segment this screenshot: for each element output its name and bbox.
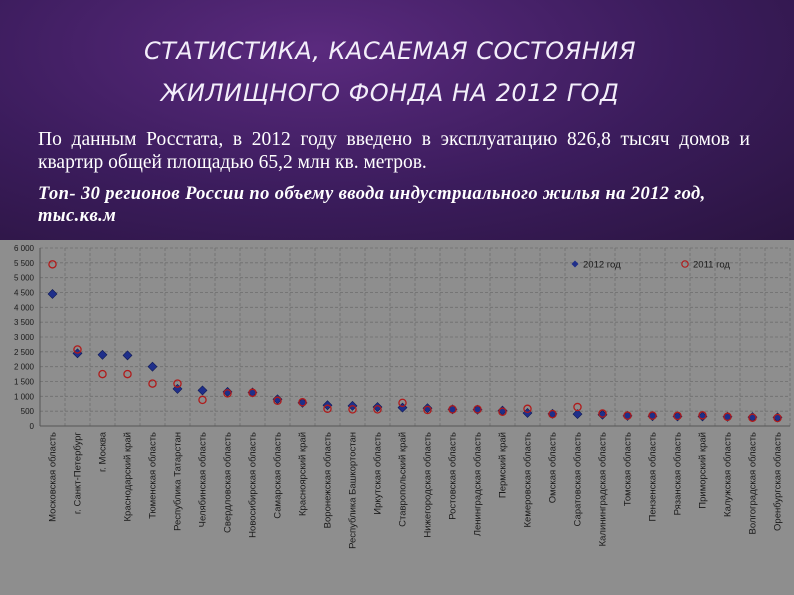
point-2011 [773,413,782,423]
category-label: Челябинская область [198,432,209,527]
category-label: Воронежская область [323,432,334,528]
point-2011 [323,404,332,414]
point-2011 [248,388,257,398]
category-label: Республика Башкортостан [348,432,359,549]
title-line-2: ЖИЛИЩНОГО ФОНДА НА 2012 ГОД [160,79,620,107]
category-label: Томская область [623,432,634,506]
category-label: Нижегородская область [423,432,434,538]
category-label: Самарская область [273,432,284,519]
category-label: Пензенская область [648,432,659,522]
point-2011 [523,404,532,414]
category-label: Калужская область [723,432,734,517]
point-2011 [173,379,182,388]
chart-subtitle: Топ- 30 регионов России по объему ввода … [38,184,706,226]
category-label: г. Москва [98,431,109,472]
category-label: Красноярский край [298,432,309,516]
point-2011 [298,398,307,407]
legend-marker-2011 [681,260,689,268]
y-tick-label: 5 500 [14,259,35,268]
y-tick-label: 5 000 [14,274,35,283]
category-label: Тюменская область [148,432,159,519]
point-2011 [223,389,232,398]
point-2012 [422,403,433,414]
point-2011 [448,405,457,414]
category-label: Иркутская область [373,432,384,515]
point-2011 [673,411,682,421]
category-label: Ленинградская область [473,432,484,536]
point-2011 [273,396,282,406]
point-2011 [623,411,632,420]
y-tick-label: 500 [21,407,35,416]
point-2011 [373,405,382,414]
scatter-chart: 0 500 1 000 1 500 2 000 2 500 3 000 3 500 4 000 4… [14,244,791,549]
y-tick-label: 4 500 [14,289,35,298]
category-label: Новосибирская область [248,432,259,538]
point-2011 [198,395,207,405]
point-2011 [548,409,557,419]
category-label: Пермский край [498,432,509,498]
y-tick-label: 2 000 [14,363,35,372]
category-label: Калининградская область [598,432,609,546]
legend-marker-2012 [571,260,579,268]
point-2011 [73,345,82,354]
intro-paragraph: По данным Росстата, в 2012 году введено … [38,129,750,173]
point-2011 [598,409,607,418]
category-label: Ставропольский край [398,432,409,527]
point-2011 [348,405,357,414]
category-label: Оренбургская область [773,432,784,531]
slide-title: СТАТИСТИКА, КАСАЕМАЯ СОСТОЯНИЯ ЖИЛИЩНОГО… [60,30,720,114]
point-2012 [197,385,208,396]
y-tick-label: 2 500 [14,348,35,357]
category-label: Приморский край [698,432,709,509]
point-2012 [372,402,383,412]
legend-label-2012: 2012 год [583,260,621,271]
chart-area: 0 500 1 000 1 500 2 000 2 500 3 000 3 500 4 000 4… [0,240,794,595]
point-2011 [398,398,407,408]
point-2012 [147,361,158,372]
title-line-1: СТАТИСТИКА, КАСАЕМАЯ СОСТОЯНИЯ [143,37,637,65]
category-label: Кемеровская область [523,432,534,528]
point-2011 [723,412,732,422]
point-2011 [648,411,657,420]
category-label: Омская область [548,432,559,503]
y-tick-label: 6 000 [14,244,35,253]
point-2012 [97,349,108,360]
y-tick-label: 1 000 [14,392,35,401]
y-tick-label: 4 000 [14,303,35,312]
category-label: Саратовская область [573,432,584,526]
point-2011 [98,369,107,379]
point-2011 [698,411,707,420]
point-2011 [748,413,757,422]
point-2012 [122,350,133,361]
point-2012 [47,289,58,299]
category-label: Ростовская область [448,432,459,520]
slide-header-background [0,0,794,240]
category-label: Республика Татарстан [173,432,184,531]
point-2011 [423,405,432,415]
category-label: Волгоградская область [748,432,759,534]
point-2011 [573,402,582,412]
y-tick-label: 3 000 [14,333,35,342]
category-label: Свердловская область [223,432,234,533]
category-label: Краснодарский край [123,432,134,521]
category-label: Московская область [48,432,59,522]
point-2011 [498,407,507,417]
legend-label-2011: 2011 год [693,260,730,271]
y-tick-label: 0 [30,422,35,431]
y-tick-label: 1 500 [14,378,35,387]
point-2011 [148,379,157,388]
y-tick-label: 3 500 [14,318,35,327]
point-2011 [48,260,57,269]
point-2011 [123,369,132,379]
point-2012 [572,409,583,420]
category-label: г. Санкт-Петербург [73,431,84,514]
point-2011 [473,405,482,414]
category-label: Рязанская область [673,432,684,515]
